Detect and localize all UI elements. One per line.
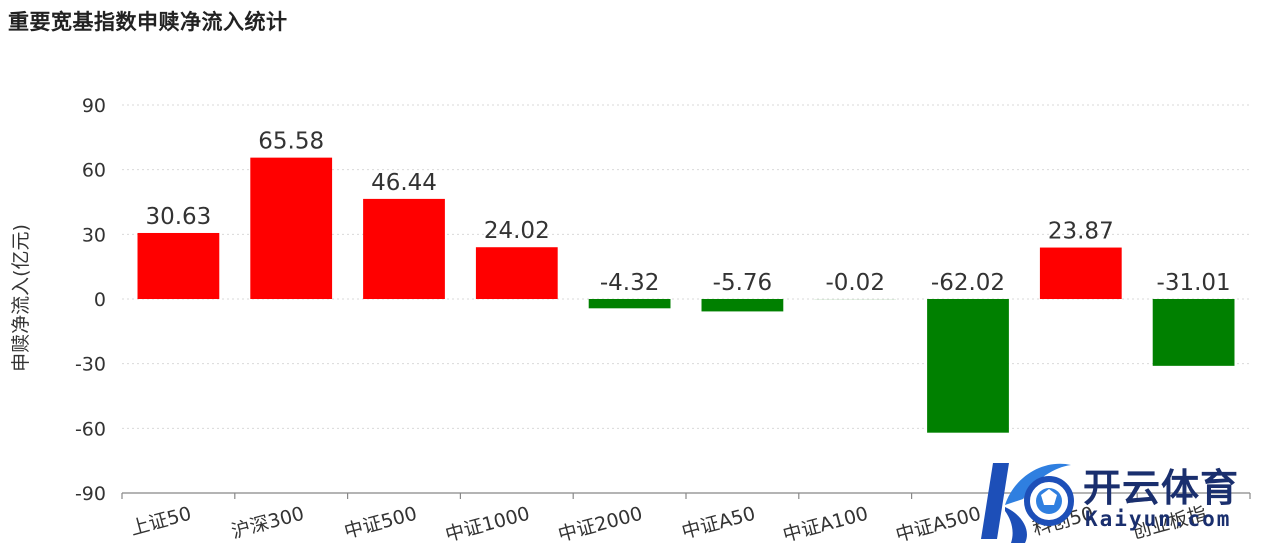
bar [363, 198, 445, 299]
bar [927, 299, 1009, 433]
y-tick-label: 60 [82, 160, 106, 182]
data-label: 24.02 [484, 218, 550, 244]
data-label: 65.58 [258, 129, 324, 155]
x-tick-label: 沪深300 [229, 503, 306, 543]
data-label: -0.02 [825, 270, 885, 296]
watermark-url: Kaiyun.com [1085, 507, 1232, 531]
bar [137, 232, 220, 299]
bar [1152, 299, 1235, 366]
bar [250, 157, 333, 299]
y-tick-label: 90 [82, 95, 106, 117]
y-tick-label: -60 [75, 418, 106, 440]
bar [1039, 247, 1122, 299]
y-tick-label: -90 [75, 483, 106, 505]
data-label: -62.02 [931, 270, 1005, 296]
y-tick-label: 0 [94, 289, 106, 311]
y-tick-label: -30 [75, 354, 106, 376]
data-label: 46.44 [371, 170, 437, 196]
data-label: -4.32 [600, 270, 660, 296]
y-tick-label: 30 [82, 224, 106, 246]
x-tick-label: 中证1000 [443, 503, 532, 547]
bar [701, 299, 784, 312]
data-label: 30.63 [145, 204, 211, 230]
x-tick-label: 中证A50 [679, 503, 757, 544]
watermark-name: 开云体育 [1083, 466, 1240, 510]
data-label: -5.76 [713, 270, 773, 296]
x-tick-label: 中证A500 [893, 503, 983, 547]
y-axis-label: 申赎净流入(亿元) [10, 224, 32, 372]
y-axis-ticks: 90 60 30 0 -30 -60 -90 [75, 95, 106, 505]
bar [475, 247, 558, 299]
x-tick-label: 上证50 [128, 503, 194, 540]
x-tick-label: 中证2000 [556, 503, 645, 547]
x-tick-label: 中证500 [342, 503, 419, 543]
bar [588, 299, 671, 309]
data-labels: 30.63 65.58 46.44 24.02 -4.32 -5.76 -0.02 -62.0… [145, 129, 1230, 296]
x-tick-label: 中证A100 [781, 503, 871, 547]
data-label: 23.87 [1048, 219, 1114, 245]
kaiyun-logo-icon [981, 463, 1074, 543]
data-label: -31.01 [1157, 270, 1231, 296]
watermark: 开云体育 Kaiyun.com [975, 455, 1257, 547]
chart-title: 重要宽基指数申赎净流入统计 [8, 10, 288, 34]
bars [137, 157, 1235, 433]
